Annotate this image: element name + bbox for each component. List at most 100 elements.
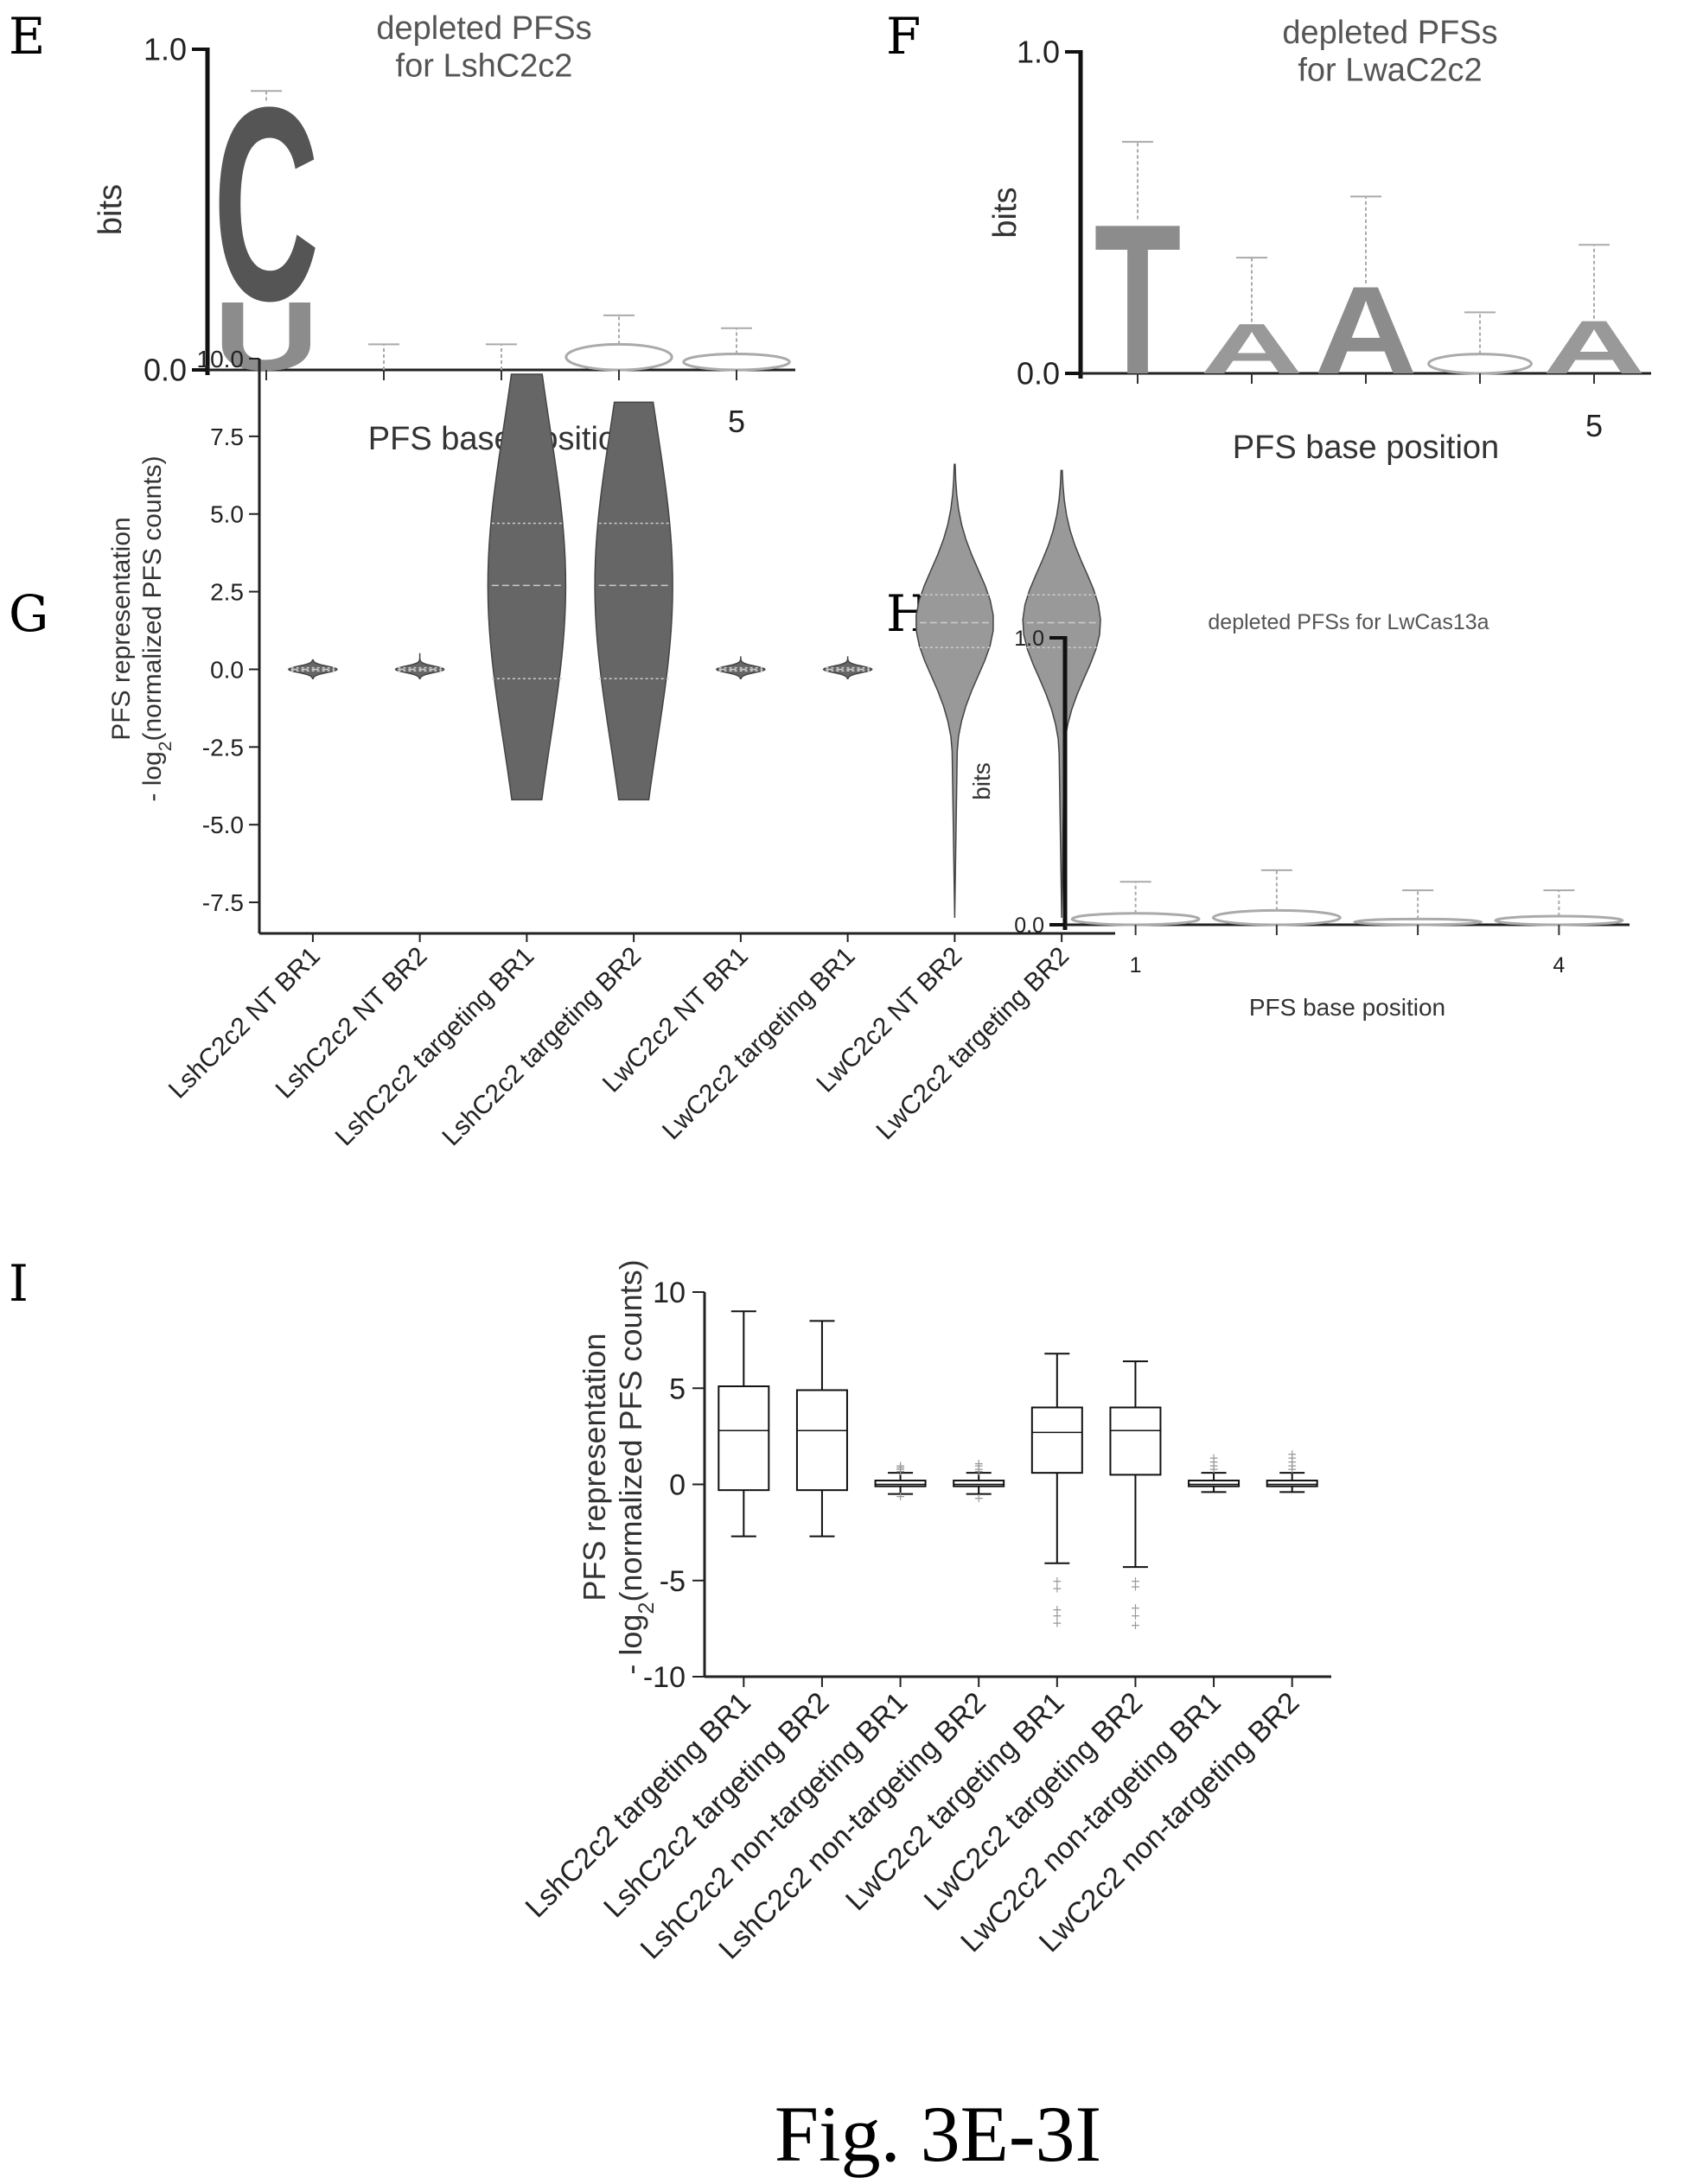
- logo-letter-mixed: [1211, 908, 1342, 926]
- x-tick-label: LshC2c2 targeting BR1: [330, 942, 540, 1152]
- y-tick-label: 0.0: [1017, 356, 1060, 392]
- y-tick-label: 2.5: [210, 579, 244, 606]
- x-tick-label: LwC2c2 targeting BR2: [871, 942, 1075, 1146]
- chart-title: depleted PFSs for LwCas13a: [1208, 610, 1489, 634]
- outlier-point: +: [1052, 1575, 1062, 1589]
- outlier-point: +: [1209, 1451, 1219, 1465]
- panel-letter-f: F: [886, 7, 921, 66]
- panel-letter-e: E: [9, 7, 45, 66]
- panel-h-sequence-logo: 1.0 0.0 bits depleted PFSs for LwCas13a 1 4 PF…: [968, 610, 1630, 1021]
- y-axis-label-line1: PFS representation: [107, 517, 136, 740]
- y-tick-label: -5: [660, 1565, 686, 1598]
- x-tick-label: 4: [1553, 953, 1565, 977]
- outlier-point: +: [896, 1463, 906, 1477]
- outlier-point: +: [973, 1459, 984, 1473]
- logo-letter-mixed: [1427, 353, 1533, 375]
- x-tick-label: LwC2c2 targeting BR1: [657, 942, 861, 1146]
- outlier-point: +: [973, 1465, 984, 1479]
- y-tick-label: 10.0: [197, 346, 245, 372]
- outlier-point: +: [1287, 1451, 1298, 1465]
- x-axis-label: PFS base position: [1233, 430, 1499, 466]
- box-iqr: [1109, 1406, 1162, 1476]
- y-tick-label: 10: [653, 1277, 686, 1309]
- outlier-point: +: [1287, 1459, 1298, 1473]
- outlier-point: +: [973, 1457, 984, 1471]
- panel-letter-i: I: [9, 1254, 29, 1313]
- y-tick-label: -10: [643, 1661, 686, 1694]
- x-tick-label: LshC2c2 targeting BR2: [437, 942, 647, 1152]
- outlier-point: +: [1131, 1601, 1141, 1615]
- y-axis-label-line1: PFS representation: [577, 1333, 612, 1601]
- y-tick-label: 5: [669, 1372, 686, 1405]
- panel-g-violin-plot: 10.0 7.5 5.0 2.5 0.0 -2.5 -5.0 -7.5 PFS represen…: [107, 346, 1115, 1151]
- chart-title: depleted PFSs: [376, 10, 591, 47]
- y-tick-label: -7.5: [202, 889, 244, 916]
- y-tick-label: 1.0: [1014, 627, 1044, 651]
- x-tick-label: 1: [1130, 953, 1142, 977]
- y-tick-label: 0: [669, 1469, 686, 1502]
- y-axis-label: bits: [987, 187, 1024, 238]
- outlier-point: +: [1052, 1582, 1062, 1596]
- outlier-point: +: [1209, 1455, 1219, 1469]
- box-iqr: [953, 1480, 1005, 1487]
- x-tick-label: 5: [728, 404, 745, 439]
- outlier-point: +: [896, 1490, 906, 1504]
- violin-shape: [394, 653, 445, 679]
- chart-title: for LwaC2c2: [1298, 53, 1482, 89]
- outlier-point: +: [1209, 1463, 1219, 1477]
- logo-letter-c: C: [214, 50, 320, 359]
- y-tick-label: -5.0: [202, 812, 244, 838]
- outlier-point: +: [1052, 1617, 1062, 1631]
- box-iqr: [795, 1389, 848, 1492]
- x-axis-label: PFS base position: [1249, 994, 1445, 1021]
- y-tick-label: -2.5: [202, 734, 244, 761]
- outlier-point: +: [896, 1461, 906, 1474]
- box-iqr: [718, 1385, 770, 1492]
- outlier-point: +: [1287, 1455, 1298, 1469]
- chart-title: depleted PFSs: [1282, 15, 1497, 51]
- outlier-point: +: [1131, 1609, 1141, 1623]
- violin-shape: [1022, 469, 1101, 919]
- y-tick-label: 1.0: [144, 32, 187, 67]
- outlier-point: +: [1287, 1463, 1298, 1477]
- outlier-point: +: [1287, 1448, 1298, 1461]
- outlier-point: +: [1131, 1575, 1141, 1589]
- outlier-point: +: [1209, 1459, 1219, 1473]
- y-axis-label-line2: - log2(normalized PFS counts): [138, 455, 175, 801]
- panel-letter-g: G: [9, 584, 48, 643]
- violin-shape: [915, 463, 994, 919]
- outlier-point: +: [896, 1465, 906, 1479]
- logo-letter-mixed: [682, 352, 791, 372]
- y-axis-label: bits: [92, 184, 129, 235]
- chart-title: for LshC2c2: [396, 48, 573, 85]
- y-axis-label: PFS representation- log2(normalized PFS …: [577, 1259, 659, 1674]
- y-axis-label: PFS representation- log2(normalized PFS …: [107, 455, 175, 801]
- figure-caption: Fig. 3E-3I: [775, 2090, 1101, 2178]
- outlier-point: +: [1131, 1619, 1141, 1633]
- y-tick-label: 7.5: [210, 423, 244, 450]
- box-iqr: [1266, 1480, 1318, 1487]
- outlier-point: +: [1131, 1580, 1141, 1594]
- y-tick-label: 1.0: [1017, 35, 1060, 70]
- box-iqr: [874, 1480, 927, 1487]
- outlier-point: +: [1052, 1603, 1062, 1617]
- outlier-point: +: [973, 1492, 984, 1506]
- y-axis-label: bits: [968, 762, 995, 800]
- x-tick-label: 5: [1585, 408, 1603, 443]
- logo-letter-mixed: [1070, 912, 1201, 926]
- logo-letter-mixed: [1494, 914, 1624, 926]
- violin-shape: [487, 373, 567, 801]
- logo-letter-mixed: [1353, 917, 1483, 926]
- violin-shape: [594, 401, 673, 801]
- y-tick-label: 5.0: [210, 501, 244, 528]
- box-iqr: [1188, 1480, 1241, 1487]
- logo-letter-mixed: [564, 342, 673, 372]
- outlier-point: +: [973, 1463, 984, 1477]
- outlier-point: +: [896, 1459, 906, 1473]
- y-axis-label-line2: - log2(normalized PFS counts): [613, 1259, 659, 1674]
- outlier-point: +: [1052, 1609, 1062, 1623]
